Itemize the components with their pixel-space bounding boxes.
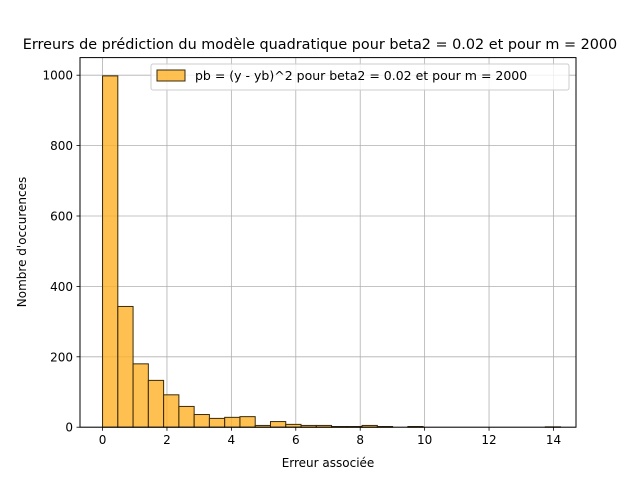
x-axis-ticks: 0 2 4 6 8 10 12 14 — [99, 427, 561, 447]
y-tick-label: 200 — [50, 350, 73, 364]
x-axis-label: Erreur associée — [282, 456, 375, 470]
chart-title: Erreurs de prédiction du modèle quadrati… — [23, 37, 617, 53]
y-tick-label: 400 — [50, 280, 73, 294]
legend-label: pb = (y - yb)^2 pour beta2 = 0.02 et pou… — [195, 68, 527, 83]
legend-swatch — [156, 69, 186, 82]
grid — [80, 57, 576, 428]
y-tick-label: 0 — [65, 421, 73, 435]
x-tick-label: 12 — [481, 433, 496, 447]
histogram-bars — [102, 75, 562, 428]
x-tick-label: 0 — [99, 433, 107, 447]
histogram-bar — [224, 416, 241, 428]
x-tick-label: 2 — [163, 433, 171, 447]
y-tick-label: 800 — [50, 139, 73, 153]
histogram-bar — [132, 363, 149, 428]
x-tick-label: 8 — [356, 433, 364, 447]
histogram-bar — [239, 416, 256, 428]
histogram-bar — [147, 379, 165, 428]
x-tick-label: 10 — [417, 433, 432, 447]
plot-frame — [79, 57, 577, 428]
legend: pb = (y - yb)^2 pour beta2 = 0.02 et pou… — [150, 63, 570, 91]
histogram-bar — [102, 75, 119, 428]
histogram-bar — [178, 405, 195, 428]
y-tick-label: 1000 — [42, 69, 73, 83]
histogram-bar — [163, 394, 180, 428]
histogram-bar — [193, 414, 210, 428]
y-axis-label: Nombre d'occurences — [15, 177, 29, 307]
x-tick-label: 14 — [546, 433, 561, 447]
histogram-bar — [208, 417, 226, 428]
histogram-bar — [269, 421, 287, 428]
x-tick-label: 6 — [292, 433, 300, 447]
x-tick-label: 4 — [228, 433, 236, 447]
legend-box — [150, 63, 570, 91]
y-tick-label: 600 — [50, 210, 73, 224]
histogram-bar — [117, 305, 134, 428]
y-axis-ticks: 0 200 400 600 800 1000 — [42, 69, 80, 435]
